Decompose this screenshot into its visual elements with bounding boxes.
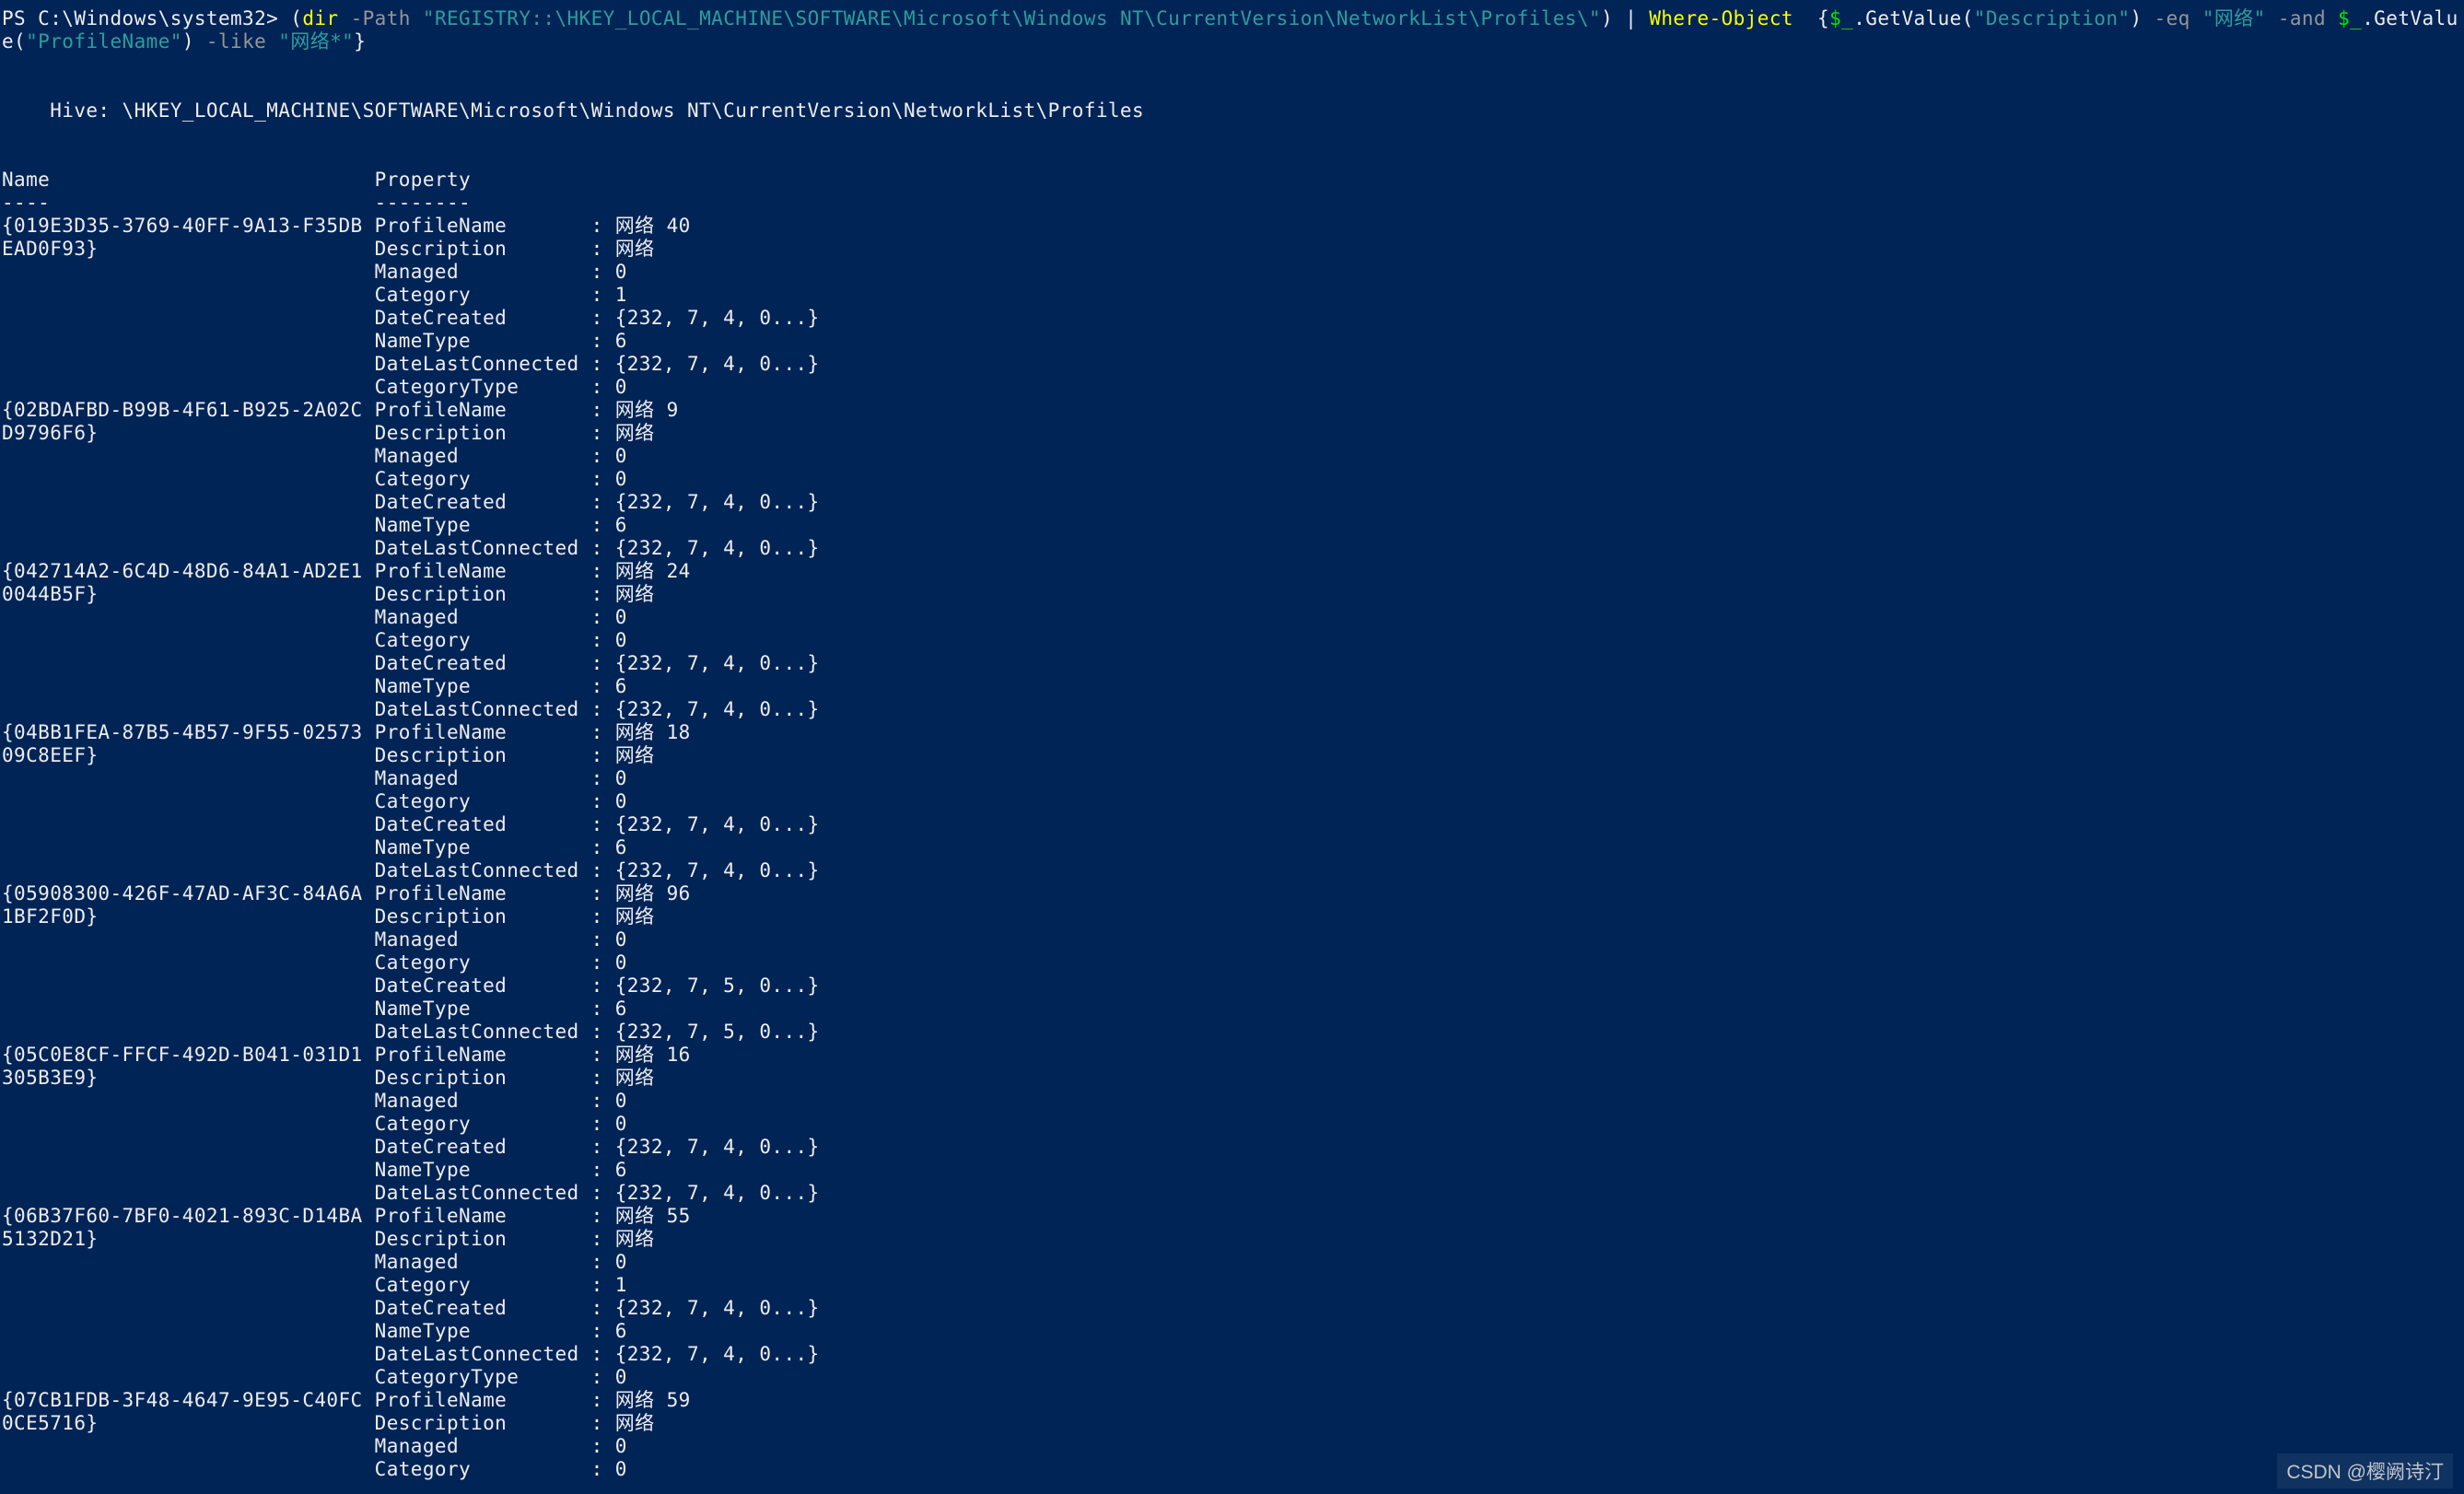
table-row-line: Category : 0 [2,629,627,651]
table-row-line: Managed : 0 [2,1090,627,1112]
token-string: "ProfileName" [26,30,182,53]
table-row-line: CategoryType : 0 [2,1366,627,1388]
table-row-line: Category : 1 [2,284,627,306]
hive-line: Hive: \HKEY_LOCAL_MACHINE\SOFTWARE\Micro… [2,99,1145,122]
table-row-line: DateCreated : {232, 7, 5, 0...} [2,975,820,997]
token-default: e( [2,30,27,53]
token-default: .GetValu [2362,7,2458,29]
token-parameter: -like [205,30,267,53]
token-string: "网络" [2201,7,2266,29]
table-row-line-first: {04BB1FEA-87B5-4B57-9F55-02573 ProfileNa… [2,721,691,743]
token-parameter: -and [2277,7,2327,29]
table-row-line: DateCreated : {232, 7, 4, 0...} [2,813,820,835]
table-row-line: 0044B5F} Description : 网络 [2,583,655,605]
console-blank-line [2,146,2464,169]
table-row-line: DateLastConnected : {232, 7, 4, 0...} [2,698,820,720]
token-string: "网络*" [278,30,355,53]
table-row-line-first: {05908300-426F-47AD-AF3C-84A6A ProfileNa… [2,882,691,905]
table-row-line: CategoryType : 0 [2,376,627,398]
token-default: .GetValue( [1853,7,1974,29]
token-default: ) [181,30,206,53]
token-default: { [1793,7,1830,29]
token-string: "REGISTRY::\HKEY_LOCAL_MACHINE\SOFTWARE\… [422,7,1602,29]
table-row-line: D9796F6} Description : 网络 [2,422,655,444]
console-blank-line [2,53,2464,76]
table-row-line: Managed : 0 [2,767,627,789]
table-row-line: DateCreated : {232, 7, 4, 0...} [2,1297,820,1319]
token-parameter: -Path [350,7,411,29]
table-row-line: DateLastConnected : {232, 7, 4, 0...} [2,859,820,881]
table-row-line: NameType : 6 [2,675,627,697]
console-blank-line [2,76,2464,99]
table-row-line: DateCreated : {232, 7, 4, 0...} [2,1136,820,1158]
table-header-line: Name Property [2,169,472,191]
token-variable: $_ [2338,7,2363,29]
table-row-line: Category : 0 [2,1113,627,1135]
table-row-line: NameType : 6 [2,330,627,352]
token-default: ) [2130,7,2155,29]
table-row-line: NameType : 6 [2,1320,627,1342]
table-row-line: NameType : 6 [2,836,627,858]
token-default [2190,7,2202,29]
table-underline-line: ---- -------- [2,192,472,214]
table-row-line: 5132D21} Description : 网络 [2,1228,655,1250]
table-row-line: Category : 0 [2,790,627,812]
table-row-line-first: {042714A2-6C4D-48D6-84A1-AD2E1 ProfileNa… [2,560,691,582]
console-blank-line [2,123,2464,146]
table-row-line-first: {02BDAFBD-B99B-4F61-B925-2A02C ProfileNa… [2,399,679,421]
table-row-line: Managed : 0 [2,445,627,467]
table-row-line: Managed : 0 [2,606,627,628]
token-command: Where-Object [1649,7,1793,29]
table-row-line: 09C8EEF} Description : 网络 [2,744,655,766]
token-default: PS C:\Windows\system32> ( [2,7,303,29]
table-row-line: DateLastConnected : {232, 7, 5, 0...} [2,1021,820,1043]
token-variable: $_ [1829,7,1854,29]
token-default [266,30,278,53]
table-row-line: NameType : 6 [2,514,627,536]
table-row-line: Managed : 0 [2,928,627,951]
csdn-watermark: CSDN @樱阙诗汀 [2277,1453,2453,1488]
table-row-line: DateCreated : {232, 7, 4, 0...} [2,307,820,329]
table-row-line-first: {019E3D35-3769-40FF-9A13-F35DB ProfileNa… [2,215,691,237]
table-row-line: Managed : 0 [2,1435,627,1457]
table-row-line: Managed : 0 [2,1251,627,1273]
table-row-line: DateLastConnected : {232, 7, 4, 0...} [2,1182,820,1204]
token-default [411,7,423,29]
table-row-line: 305B3E9} Description : 网络 [2,1067,655,1089]
table-row-line: Category : 0 [2,1458,627,1480]
command-line-1: PS C:\Windows\system32> (dir -Path "REGI… [2,7,2464,30]
table-row-line: EAD0F93} Description : 网络 [2,238,655,260]
table-row-line: 1BF2F0D} Description : 网络 [2,905,655,928]
token-default [339,7,351,29]
token-default: ) | [1601,7,1650,29]
token-default [2326,7,2338,29]
table-row-line: NameType : 6 [2,998,627,1020]
table-row-line: DateLastConnected : {232, 7, 4, 0...} [2,1343,820,1365]
table-row-line: Managed : 0 [2,261,627,283]
table-row-line: Category : 1 [2,1274,627,1296]
table-row-line: 0CE5716} Description : 网络 [2,1412,655,1434]
table-row-line: DateCreated : {232, 7, 4, 0...} [2,652,820,674]
table-row-line: Category : 0 [2,951,627,974]
table-row-line: DateLastConnected : {232, 7, 4, 0...} [2,353,820,375]
table-row-line: NameType : 6 [2,1159,627,1181]
token-command: dir [302,7,339,29]
table-row-line-first: {05C0E8CF-FFCF-492D-B041-031D1 ProfileNa… [2,1044,691,1066]
table-row-line: Category : 0 [2,468,627,490]
table-row-line-first: {07CB1FDB-3F48-4647-9E95-C40FC ProfileNa… [2,1389,691,1411]
token-default: } [354,30,367,53]
table-row-line: DateLastConnected : {232, 7, 4, 0...} [2,537,820,559]
table-row-line: DateCreated : {232, 7, 4, 0...} [2,491,820,513]
table-row-line-first: {06B37F60-7BF0-4021-893C-D14BA ProfileNa… [2,1205,691,1227]
token-default [2266,7,2278,29]
command-line-2: e("ProfileName") -like "网络*"} [2,30,2464,53]
token-string: "Description" [1973,7,2131,29]
token-parameter: -eq [2154,7,2190,29]
